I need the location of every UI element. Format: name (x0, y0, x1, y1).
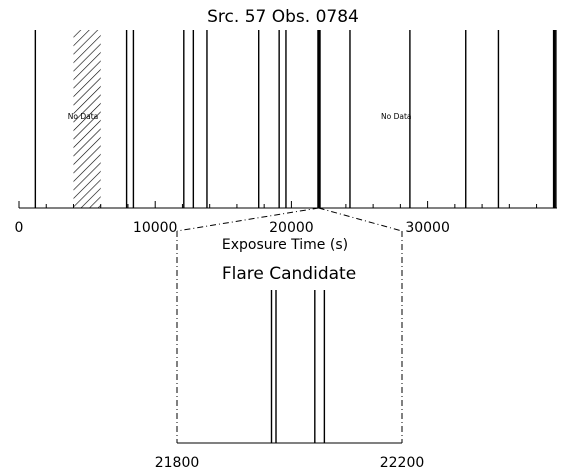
no-data-label-1: No Data (68, 112, 99, 121)
main-x-axis-label: Exposure Time (s) (222, 237, 348, 253)
no-data-label-2: No Data (381, 112, 412, 121)
zoom-connector-left (176, 207, 319, 232)
inset-plot-area: 21800 22200 (155, 290, 425, 471)
zoom-connector-lines (176, 207, 403, 443)
no-data-hatched-region (73, 30, 101, 208)
main-chart-title: Src. 57 Obs. 0784 (207, 7, 359, 27)
main-tick-label-10000: 10000 (133, 220, 178, 236)
main-tick-label-30000: 30000 (405, 220, 450, 236)
main-tick-label-0: 0 (15, 220, 24, 236)
main-event-lines (34, 30, 557, 208)
main-plot-area: No Data No Data 0 10000 20000 30000 Expo… (15, 30, 557, 253)
inset-tick-label-22200: 22200 (380, 455, 425, 471)
inset-event-lines (270, 290, 326, 443)
inset-tick-label-21800: 21800 (155, 455, 200, 471)
inset-chart-title: Flare Candidate (222, 264, 356, 284)
zoom-connector-right (318, 207, 403, 232)
main-x-ticks (18, 201, 538, 208)
main-tick-label-20000: 20000 (269, 220, 314, 236)
